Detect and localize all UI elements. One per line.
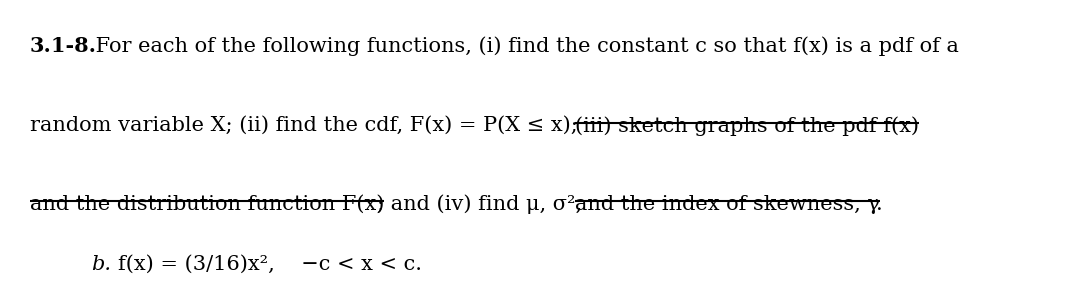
Text: .: . xyxy=(876,195,882,214)
Text: (iii) sketch graphs of the pdf f(x): (iii) sketch graphs of the pdf f(x) xyxy=(575,116,920,136)
Text: and the index of skewness, γ: and the index of skewness, γ xyxy=(575,195,880,214)
Text: ; and (iv) find μ, σ²,: ; and (iv) find μ, σ², xyxy=(377,195,588,214)
Text: random variable X; (ii) find the cdf, F(x) = P(X ≤ x);: random variable X; (ii) find the cdf, F(… xyxy=(30,116,585,135)
Text: 3.1-8.: 3.1-8. xyxy=(30,36,97,56)
Text: For each of the following functions, (i) find the constant c so that f(x) is a p: For each of the following functions, (i)… xyxy=(89,36,959,56)
Text: f(x) = (3/16)x²,    −c < x < c.: f(x) = (3/16)x², −c < x < c. xyxy=(118,255,422,274)
Text: and the distribution function F(x): and the distribution function F(x) xyxy=(30,195,384,214)
Text: b.: b. xyxy=(91,255,112,274)
